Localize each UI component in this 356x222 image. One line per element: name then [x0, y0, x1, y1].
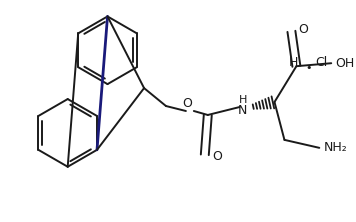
Text: O: O: [182, 97, 192, 109]
Text: NH₂: NH₂: [323, 141, 347, 154]
Text: OH: OH: [336, 57, 355, 70]
Text: H: H: [239, 95, 247, 105]
Text: Cl: Cl: [315, 56, 328, 69]
Text: •: •: [305, 63, 312, 73]
Text: O: O: [298, 23, 308, 36]
Text: O: O: [212, 150, 222, 163]
Text: H: H: [289, 56, 298, 69]
Text: N: N: [238, 103, 247, 117]
